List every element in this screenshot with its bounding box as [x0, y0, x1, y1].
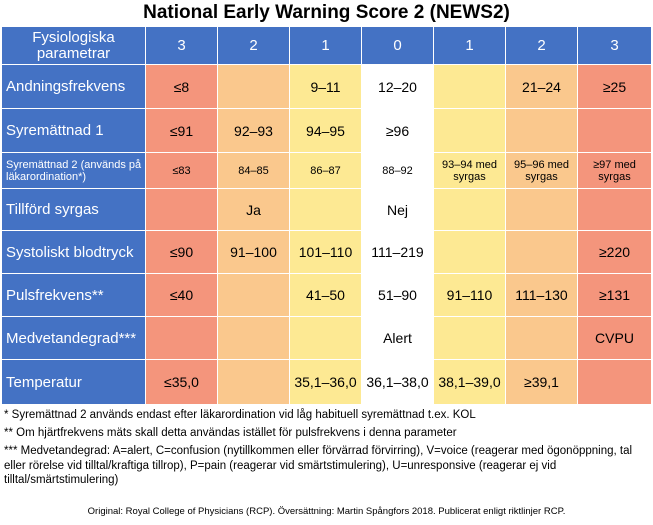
table-cell: Nej — [361, 188, 434, 231]
table-cell — [433, 316, 506, 360]
table-cell: ≥25 — [577, 64, 652, 109]
row-systoliskt-blodtryck: Systoliskt blodtryck ≤90 91–100 101–110 … — [1, 230, 652, 274]
table-cell: 51–90 — [361, 273, 434, 317]
header-score-2-high: 2 — [505, 26, 578, 65]
table-cell: ≤40 — [145, 273, 218, 317]
header-param-label: Fysiologiska parametrar — [1, 26, 146, 65]
table-cell: 86–87 — [289, 152, 362, 189]
table-cell — [145, 188, 218, 231]
table-cell — [217, 316, 290, 360]
table-cell — [433, 108, 506, 153]
table-cell: ≤8 — [145, 64, 218, 109]
row-syremattnad-2: Syremättnad 2 (används på läkarordinatio… — [1, 152, 652, 189]
table-cell: 12–20 — [361, 64, 434, 109]
param-label: Syremättnad 1 — [1, 108, 146, 153]
header-score-1-low: 1 — [289, 26, 362, 65]
row-pulsfrekvens: Pulsfrekvens** ≤40 41–50 51–90 91–110 11… — [1, 273, 652, 317]
header-score-0: 0 — [361, 26, 434, 65]
param-label: Medvetandegrad*** — [1, 316, 146, 360]
table-cell — [505, 230, 578, 274]
table-cell — [505, 188, 578, 231]
header-score-3-low: 3 — [145, 26, 218, 65]
table-cell — [217, 359, 290, 405]
param-label: Andningsfrekvens — [1, 64, 146, 109]
news2-table: Fysiologiska parametrar 3 2 1 0 1 2 3 An… — [1, 26, 652, 405]
table-cell: 91–110 — [433, 273, 506, 317]
table-cell — [577, 108, 652, 153]
table-cell: ≥96 — [361, 108, 434, 153]
row-andningsfrekvens: Andningsfrekvens ≤8 9–11 12–20 21–24 ≥25 — [1, 64, 652, 109]
table-cell: ≤90 — [145, 230, 218, 274]
table-cell: 21–24 — [505, 64, 578, 109]
param-label: Pulsfrekvens** — [1, 273, 146, 317]
table-cell: ≥220 — [577, 230, 652, 274]
table-cell: 95–96 med syrgas — [505, 152, 578, 189]
page-title: National Early Warning Score 2 (NEWS2) — [143, 2, 510, 23]
table-cell: 36,1–38,0 — [361, 359, 434, 405]
param-label: Temperatur — [1, 359, 146, 405]
table-cell — [577, 359, 652, 405]
table-cell: 84–85 — [217, 152, 290, 189]
header-score-3-high: 3 — [577, 26, 652, 65]
row-syremattnad-1: Syremättnad 1 ≤91 92–93 94–95 ≥96 — [1, 108, 652, 153]
footnotes: * Syremättnad 2 används endast efter läk… — [4, 408, 649, 491]
table-cell: CVPU — [577, 316, 652, 360]
table-cell — [217, 273, 290, 317]
param-label: Tillförd syrgas — [1, 188, 146, 231]
table-cell: 94–95 — [289, 108, 362, 153]
table-cell: 111–130 — [505, 273, 578, 317]
table-cell: 41–50 — [289, 273, 362, 317]
table-cell — [505, 108, 578, 153]
row-medvetandegrad: Medvetandegrad*** Alert CVPU — [1, 316, 652, 360]
table-cell: 101–110 — [289, 230, 362, 274]
header-score-2-low: 2 — [217, 26, 290, 65]
table-cell: 35,1–36,0 — [289, 359, 362, 405]
table-cell: ≥97 med syrgas — [577, 152, 652, 189]
table-cell: 9–11 — [289, 64, 362, 109]
header-score-1-high: 1 — [433, 26, 506, 65]
table-cell: 93–94 med syrgas — [433, 152, 506, 189]
table-cell: ≤35,0 — [145, 359, 218, 405]
table-cell: 88–92 — [361, 152, 434, 189]
table-cell — [433, 64, 506, 109]
footnote-pulsfrekvens: ** Om hjärtfrekvens mäts skall detta anv… — [4, 427, 457, 439]
table-cell — [289, 188, 362, 231]
table-cell: 92–93 — [217, 108, 290, 153]
table-cell — [217, 64, 290, 109]
table-cell: 91–100 — [217, 230, 290, 274]
header-row: Fysiologiska parametrar 3 2 1 0 1 2 3 — [1, 26, 652, 65]
row-temperatur: Temperatur ≤35,0 35,1–36,0 36,1–38,0 38,… — [1, 359, 652, 405]
table-cell: ≥39,1 — [505, 359, 578, 405]
source-credit: Original: Royal College of Physicians (R… — [87, 506, 566, 517]
table-cell: 111–219 — [361, 230, 434, 274]
table-cell — [577, 188, 652, 231]
footnote-medvetandegrad: *** Medvetandegrad: A=alert, C=confusion… — [4, 445, 633, 486]
table-cell — [433, 230, 506, 274]
row-tillford-syrgas: Tillförd syrgas Ja Nej — [1, 188, 652, 231]
table-cell: ≤91 — [145, 108, 218, 153]
table-cell: ≥131 — [577, 273, 652, 317]
table-cell — [433, 188, 506, 231]
param-label: Syremättnad 2 (används på läkarordinatio… — [1, 152, 146, 189]
table-cell: Ja — [217, 188, 290, 231]
table-cell — [289, 316, 362, 360]
param-label: Systoliskt blodtryck — [1, 230, 146, 274]
table-cell: Alert — [361, 316, 434, 360]
table-cell — [145, 316, 218, 360]
table-cell — [505, 316, 578, 360]
table-cell: ≤83 — [145, 152, 218, 189]
table-cell: 38,1–39,0 — [433, 359, 506, 405]
footnote-syremattnad: * Syremättnad 2 används endast efter läk… — [4, 409, 476, 421]
